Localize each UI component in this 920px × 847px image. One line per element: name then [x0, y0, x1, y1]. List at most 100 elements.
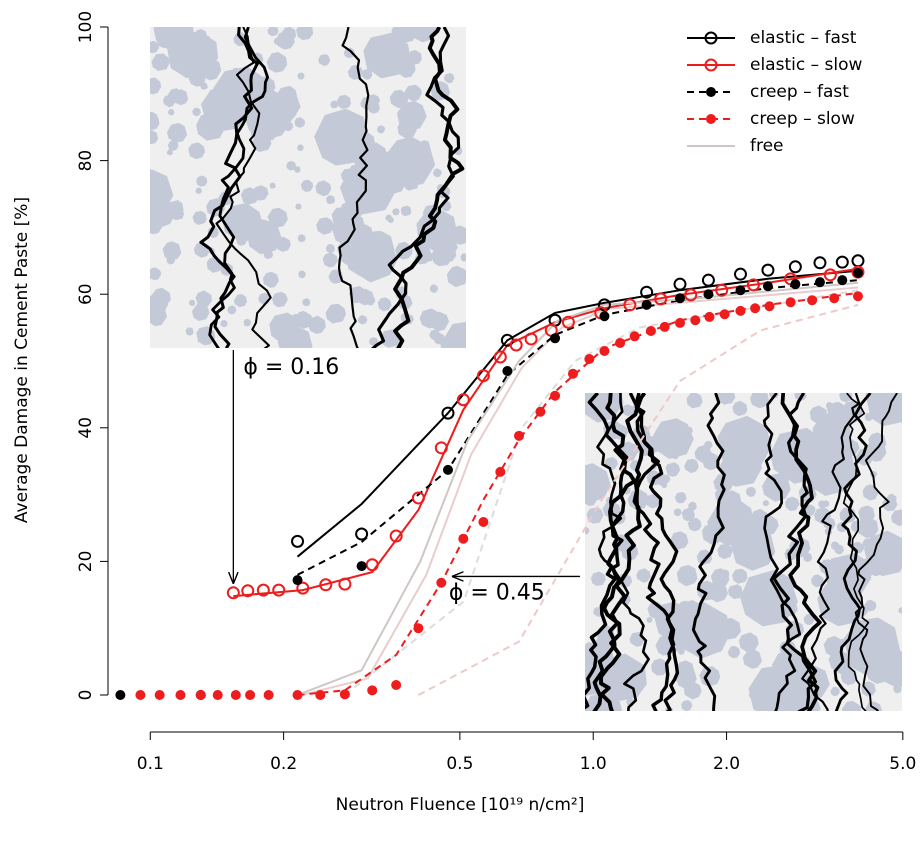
data-point: [690, 315, 701, 326]
aggregate: [670, 531, 689, 550]
aggregate: [645, 493, 661, 509]
crack: [762, 393, 802, 711]
y-tick-label: 20: [76, 551, 96, 573]
aggregate: [376, 125, 386, 134]
data-point: [226, 586, 240, 600]
aggregate: [158, 210, 165, 217]
data-point: [814, 277, 825, 288]
data-point: [762, 281, 773, 292]
legend-label: elastic – fast: [750, 28, 857, 48]
aggregate: [718, 393, 730, 400]
series-line: [297, 279, 859, 576]
aggregate: [357, 315, 368, 325]
y-tick-label: 100: [76, 11, 96, 43]
aggregate: [739, 521, 761, 543]
aggregate: [687, 517, 702, 532]
crack: [854, 393, 898, 711]
data-point: [355, 527, 369, 541]
aggregate: [594, 634, 614, 654]
y-tick-label: 60: [76, 283, 96, 305]
aggregate: [685, 426, 693, 435]
aggregate: [656, 431, 678, 452]
aggregate: [325, 243, 335, 254]
aggregate: [151, 53, 170, 71]
crack: [208, 27, 270, 348]
data-point: [735, 305, 746, 316]
aggregate: [343, 47, 355, 59]
aggregate: [803, 613, 815, 625]
data-point: [478, 516, 489, 527]
aggregate: [286, 161, 297, 171]
aggregate: [676, 564, 698, 587]
aggregate: [166, 149, 173, 156]
aggregate: [802, 552, 813, 562]
data-point: [701, 273, 715, 287]
aggregate: [405, 84, 422, 102]
aggregate: [385, 214, 393, 222]
aggregate: [392, 208, 400, 216]
data-point: [514, 430, 525, 441]
series-line: [301, 286, 859, 696]
aggregate: [168, 88, 184, 104]
crack: [371, 27, 461, 348]
aggregate: [384, 45, 402, 62]
legend-marker: [706, 87, 716, 97]
data-point: [338, 577, 352, 591]
data-point: [411, 491, 425, 505]
aggregate: [762, 500, 770, 507]
data-point: [641, 299, 652, 310]
data-point: [715, 283, 729, 297]
aggregate: [397, 27, 416, 43]
data-point: [813, 256, 827, 270]
aggregate: [813, 507, 831, 525]
aggregate: [621, 404, 634, 417]
aggregate: [728, 584, 743, 600]
aggregate: [336, 94, 351, 109]
aggregate: [686, 393, 703, 409]
aggregate: [830, 686, 840, 697]
data-point: [195, 690, 206, 700]
aggregate: [460, 253, 466, 262]
aggregate: [585, 526, 590, 535]
aggregate: [243, 318, 252, 327]
aggregate: [864, 701, 883, 711]
data-point: [790, 279, 801, 290]
x-tick-label: 2.0: [713, 754, 740, 774]
data-point: [135, 690, 146, 700]
aggregate: [338, 156, 346, 164]
aggregate: [809, 405, 828, 424]
data-point: [623, 298, 637, 312]
aggregate: [735, 418, 753, 435]
data-point: [673, 277, 687, 291]
x-tick-label: 0.2: [270, 754, 297, 774]
aggregate: [745, 486, 757, 497]
aggregate: [834, 544, 844, 555]
aggregate: [789, 697, 800, 707]
aggregate: [150, 77, 162, 95]
aggregate: [365, 296, 376, 306]
data-point: [704, 311, 715, 322]
aggregate: [277, 325, 313, 348]
aggregate: [192, 210, 207, 225]
series-line: [417, 303, 859, 696]
aggregate: [708, 619, 724, 635]
x-tick-label: 5.0: [889, 754, 916, 774]
aggregate: [429, 311, 450, 332]
data-point: [674, 317, 685, 328]
data-point: [807, 295, 818, 306]
aggregate: [764, 699, 785, 711]
aggregate: [864, 412, 873, 422]
data-point: [413, 623, 424, 634]
aggregate: [704, 440, 713, 449]
aggregate: [195, 187, 202, 194]
data-point: [703, 289, 714, 300]
aggregate: [707, 581, 728, 603]
data-point: [750, 303, 761, 314]
data-point: [761, 263, 775, 277]
aggregate: [432, 168, 442, 178]
annotation: ϕ = 0.45: [449, 580, 545, 605]
aggregate: [220, 320, 228, 328]
data-point: [241, 584, 255, 598]
data-point: [115, 690, 126, 700]
aggregate: [857, 516, 879, 539]
